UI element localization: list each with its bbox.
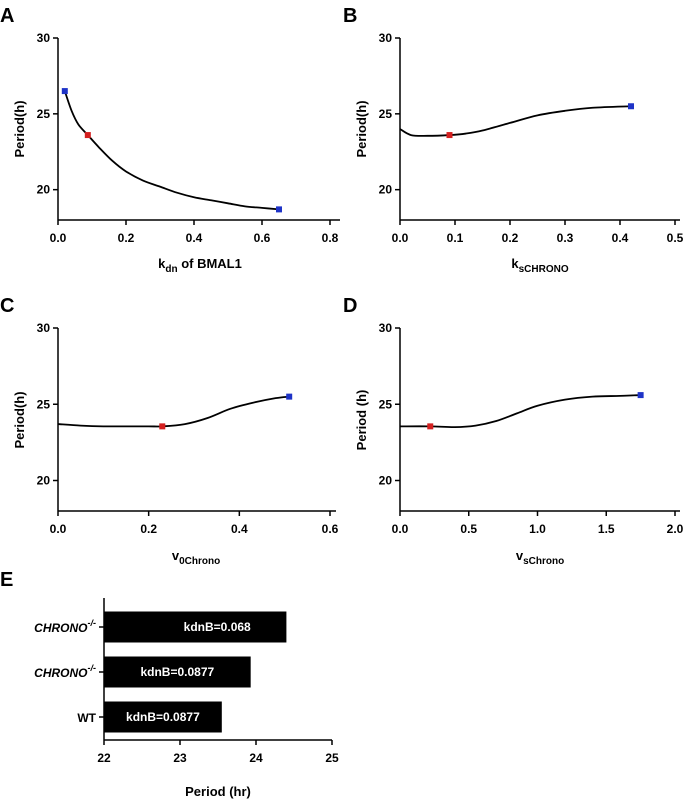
y-tick-label-b-0: 20: [379, 183, 393, 197]
x-tick-label-c-3: 0.6: [322, 522, 339, 536]
x-tick-label-a-2: 0.4: [186, 231, 203, 245]
marks-b: [399, 103, 634, 139]
x-title-sub-a: dn: [165, 264, 177, 275]
x-tick-label-b-2: 0.2: [502, 231, 519, 245]
x-tick-label-e-3: 25: [325, 751, 339, 765]
panel-b: B Period(h) ksCHRONO 20 25 30 0.0 0.1 0.2 0.3 0…: [343, 5, 684, 275]
x-tick-label-b-5: 0.5: [667, 231, 684, 245]
x-title-main-a: k: [158, 256, 166, 271]
x-title-main-c: v: [172, 548, 180, 563]
x-tick-label-a-3: 0.6: [254, 231, 271, 245]
x-tick-label-d-0: 0.0: [392, 522, 409, 536]
category-label-e-2: WT: [77, 711, 96, 725]
ticks-b: 20 25 30 0.0 0.1 0.2 0.3 0.4 0.5: [379, 31, 684, 245]
y-axis-title-b: Period(h): [354, 100, 369, 157]
x-title-sub-c: 0Chrono: [179, 556, 220, 567]
data-marker-a-1: [84, 132, 91, 139]
x-axis-title-c: v0Chrono: [172, 548, 220, 567]
marks-e: kdnB=0.068 kdnB=0.0877 kdnB=0.0877: [104, 611, 287, 733]
category-label-e-1: CHRONO-/-: [34, 663, 96, 680]
x-title-suffix-a: of BMAL1: [178, 256, 242, 271]
bar-e-1: [104, 656, 251, 688]
y-tick-label-a-1: 25: [37, 107, 51, 121]
x-title-main-b: k: [511, 256, 519, 271]
x-title-main-d: v: [516, 548, 524, 563]
data-marker-a-0: [61, 88, 68, 95]
ticks-d: 20 25 30 0.0 0.5 1.0 1.5 2.0: [379, 321, 684, 536]
panel-letter-a: A: [0, 5, 14, 27]
y-tick-label-c-0: 20: [37, 474, 51, 488]
data-marker-d-1: [637, 392, 644, 399]
series-line-c: [57, 395, 290, 428]
x-tick-label-a-1: 0.2: [118, 231, 135, 245]
data-marker-c-1: [286, 393, 293, 400]
x-axis-title-a: kdn of BMAL1: [158, 256, 242, 275]
x-tick-label-b-3: 0.3: [557, 231, 574, 245]
bar-e-0: [104, 611, 287, 643]
y-axis-title-d: Period (h): [354, 390, 369, 451]
y-tick-label-b-2: 30: [379, 31, 393, 45]
x-tick-label-c-0: 0.0: [50, 522, 67, 536]
x-tick-label-a-0: 0.0: [50, 231, 67, 245]
y-axis-title-c: Period(h): [12, 391, 27, 448]
panel-letter-c: C: [0, 295, 14, 317]
x-tick-label-c-2: 0.4: [231, 522, 248, 536]
data-marker-b-0: [446, 132, 453, 139]
panel-d: D Period (h) vsChrono 20 25 30 0.0 0.5 1.0 1.5…: [343, 295, 684, 567]
x-tick-label-b-1: 0.1: [447, 231, 464, 245]
category-label-e-0: CHRONO-/-: [34, 618, 96, 635]
data-marker-c-0: [159, 423, 166, 430]
x-tick-label-a-4: 0.8: [322, 231, 339, 245]
y-tick-label-d-1: 25: [379, 397, 393, 411]
panel-letter-d: D: [343, 295, 357, 317]
y-tick-label-b-1: 25: [379, 107, 393, 121]
panel-c: C Period(h) v0Chrono 20 25 30 0.0 0.2 0.4 0.6: [0, 295, 339, 567]
y-tick-label-a-2: 30: [37, 31, 51, 45]
panel-a: A Period(h) kdn of BMAL1 20 25 30 0.0 0.2 0.4…: [0, 5, 340, 275]
ticks-c: 20 25 30 0.0 0.2 0.4 0.6: [37, 321, 339, 536]
x-title-sub-b: sCHRONO: [519, 264, 569, 275]
x-tick-label-e-0: 22: [97, 751, 111, 765]
y-axis-title-a: Period(h): [12, 100, 27, 157]
data-marker-a-2: [276, 206, 282, 213]
x-title-sub-d: sChrono: [523, 556, 564, 567]
ticks-e: 22 23 24 25 CHRONO-/- CHRONO-/- WT: [34, 618, 339, 765]
series-line-b: [399, 105, 632, 137]
x-axis-title-b: ksCHRONO: [511, 256, 568, 275]
ticks-a: 20 25 30 0.0 0.2 0.4 0.6 0.8: [37, 31, 339, 245]
x-tick-label-e-1: 23: [173, 751, 187, 765]
y-tick-label-d-2: 30: [379, 321, 393, 335]
bar-label-e-1: kdnB=0.0877: [140, 665, 214, 679]
x-tick-label-d-2: 1.0: [529, 522, 546, 536]
series-line-d: [399, 394, 641, 429]
series-line-a: [63, 90, 280, 211]
panel-e: E Period (hr) 22 23 24 25 CHRONO-/- CHRONO-/-…: [0, 569, 339, 799]
y-tick-label-c-1: 25: [37, 397, 51, 411]
x-axis-title-e: Period (hr): [185, 784, 251, 799]
bar-e-2: [104, 701, 222, 733]
panel-letter-b: B: [343, 5, 357, 27]
bar-label-e-0: kdnB=0.068: [184, 620, 251, 634]
x-tick-label-d-1: 0.5: [460, 522, 477, 536]
marks-d: [399, 392, 644, 430]
marks-c: [57, 393, 293, 430]
y-tick-label-c-2: 30: [37, 321, 51, 335]
bar-label-e-2: kdnB=0.0877: [126, 710, 200, 724]
x-tick-label-e-2: 24: [249, 751, 263, 765]
x-tick-label-b-0: 0.0: [392, 231, 409, 245]
x-tick-label-c-1: 0.2: [140, 522, 157, 536]
y-tick-label-a-0: 20: [37, 183, 51, 197]
x-tick-label-d-3: 1.5: [598, 522, 615, 536]
y-tick-label-d-0: 20: [379, 474, 393, 488]
x-tick-label-b-4: 0.4: [612, 231, 629, 245]
marks-a: [61, 88, 282, 213]
panel-letter-e: E: [0, 569, 13, 591]
x-axis-title-d: vsChrono: [516, 548, 564, 567]
x-tick-label-d-4: 2.0: [667, 522, 684, 536]
data-marker-b-1: [628, 103, 634, 110]
data-marker-d-0: [427, 423, 434, 430]
